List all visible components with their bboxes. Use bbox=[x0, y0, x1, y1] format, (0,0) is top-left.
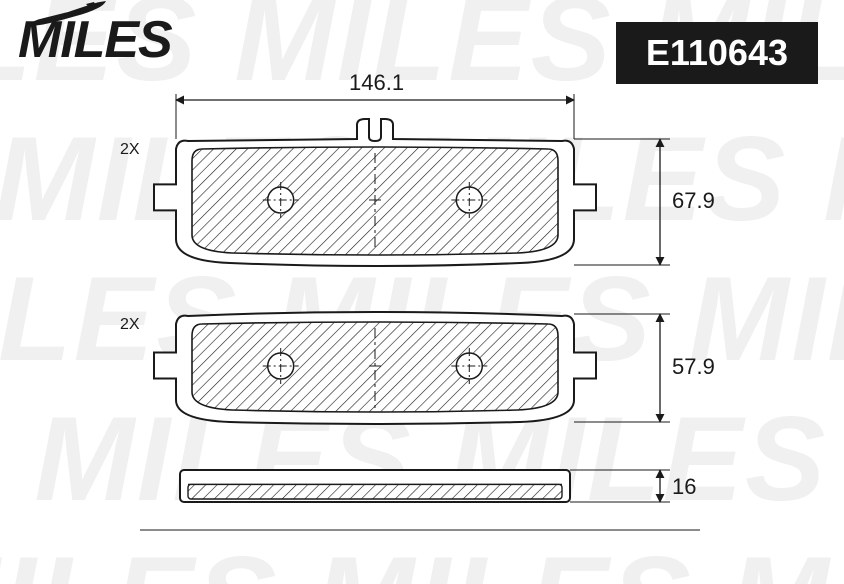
dimension-width: 146.1 bbox=[349, 70, 404, 96]
dimension-height-1: 67.9 bbox=[672, 188, 715, 214]
brand-logo: MILES bbox=[18, 10, 172, 70]
dimension-height-2: 57.9 bbox=[672, 354, 715, 380]
horse-icon bbox=[22, 0, 112, 32]
quantity-label-1: 2X bbox=[120, 141, 140, 159]
quantity-label-2: 2X bbox=[120, 316, 140, 334]
technical-drawing bbox=[0, 0, 844, 584]
part-code-box: E110643 bbox=[616, 22, 818, 84]
part-code-value: E110643 bbox=[646, 32, 788, 73]
dimension-thickness: 16 bbox=[672, 474, 696, 500]
